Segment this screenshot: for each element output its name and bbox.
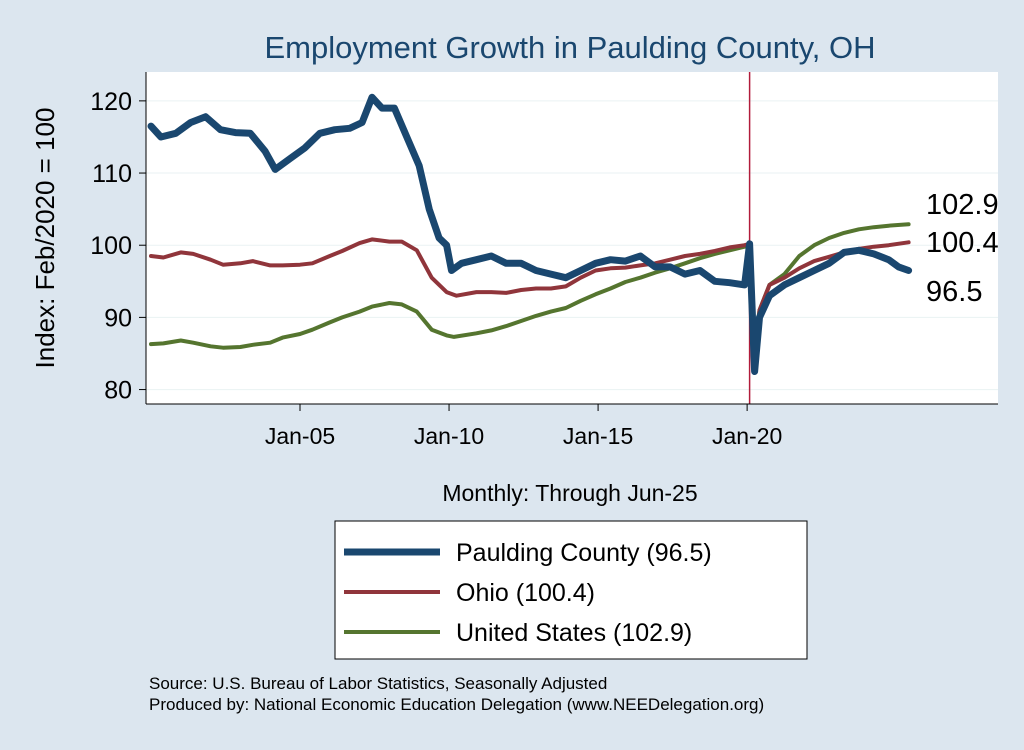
- x-axis-label: Monthly: Through Jun-25: [442, 480, 697, 506]
- x-tick-label: Jan-10: [414, 423, 484, 449]
- legend: Paulding County (96.5) Ohio (100.4) United…: [334, 520, 808, 660]
- x-tick-labels: Jan-05 Jan-10 Jan-15 Jan-20: [265, 404, 782, 449]
- y-tick-label: 100: [90, 232, 132, 260]
- legend-label: Paulding County (96.5): [456, 539, 712, 567]
- end-value-label: 100.4: [926, 227, 999, 259]
- plot-area: [146, 72, 998, 404]
- axes: [145, 72, 998, 405]
- y-tick-labels: 80 90 100 110 120: [90, 88, 146, 405]
- series-lines: [147, 93, 913, 375]
- x-tick-label: Jan-15: [563, 423, 633, 449]
- end-value-label: 102.9: [926, 189, 999, 221]
- gridlines: [146, 100, 998, 391]
- y-tick-label: 80: [104, 377, 132, 405]
- x-tick-label: Jan-05: [265, 423, 335, 449]
- producer-note: Produced by: National Economic Education…: [149, 695, 764, 714]
- legend-label: United States (102.9): [456, 619, 692, 647]
- chart-title: Employment Growth in Paulding County, OH: [264, 30, 875, 65]
- legend-label: Ohio (100.4): [456, 579, 595, 607]
- end-value-label: 96.5: [926, 276, 982, 308]
- series-line: [147, 93, 913, 375]
- series-line: [149, 237, 911, 374]
- source-note: Source: U.S. Bureau of Labor Statistics,…: [149, 674, 607, 693]
- y-axis-label: Index: Feb/2020 = 100: [30, 108, 60, 369]
- x-tick-label: Jan-20: [712, 423, 782, 449]
- end-labels: 102.9 100.4 96.5: [926, 189, 999, 308]
- y-tick-label: 90: [104, 304, 132, 332]
- y-tick-label: 120: [90, 88, 132, 116]
- legend-items: Paulding County (96.5) Ohio (100.4) United…: [344, 539, 712, 647]
- y-tick-label: 110: [92, 160, 132, 188]
